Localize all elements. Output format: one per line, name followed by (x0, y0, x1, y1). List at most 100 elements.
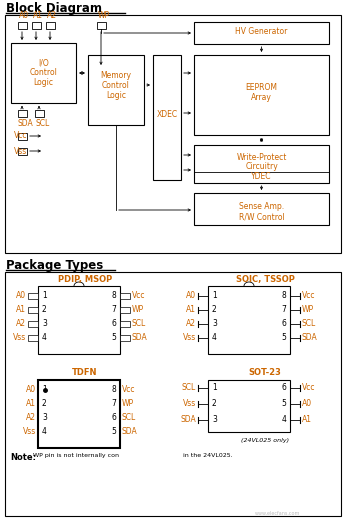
Text: Vcc: Vcc (302, 292, 316, 300)
Text: A1: A1 (302, 415, 312, 424)
Text: in the 24VL025.: in the 24VL025. (183, 453, 233, 458)
Text: Vss: Vss (14, 147, 27, 155)
Bar (5, 15, 341, 253)
Text: Array: Array (251, 93, 272, 102)
Text: 3: 3 (212, 320, 217, 328)
Bar (120, 321, 130, 327)
Text: WP pin is not internally con: WP pin is not internally con (33, 453, 119, 458)
Bar (38, 286, 120, 354)
Text: Vss: Vss (183, 399, 196, 409)
Text: Memory: Memory (100, 71, 131, 80)
Bar (88, 55, 144, 125)
Text: Vcc: Vcc (14, 132, 27, 140)
Text: Vss: Vss (13, 334, 26, 342)
Bar (97, 22, 106, 29)
Text: 8: 8 (281, 292, 286, 300)
Text: A0: A0 (186, 292, 196, 300)
Text: Vss: Vss (23, 427, 36, 437)
Bar (208, 380, 290, 432)
Text: A0: A0 (302, 399, 312, 409)
Text: I/O: I/O (38, 58, 49, 67)
Bar (28, 335, 38, 341)
Text: A0: A0 (16, 292, 26, 300)
Text: Vss: Vss (183, 334, 196, 342)
Text: 6: 6 (281, 320, 286, 328)
Text: 6: 6 (111, 320, 116, 328)
Text: SDA: SDA (132, 334, 148, 342)
Text: YDEC: YDEC (251, 172, 272, 181)
Text: SCL: SCL (182, 383, 196, 393)
Text: 4: 4 (212, 334, 217, 342)
Text: 1: 1 (42, 385, 47, 395)
Text: 5: 5 (281, 334, 286, 342)
Text: Vcc: Vcc (122, 385, 136, 395)
Text: Logic: Logic (34, 78, 54, 87)
Text: A2: A2 (16, 320, 26, 328)
Text: 7: 7 (111, 306, 116, 314)
Bar (18, 22, 27, 29)
Text: SCL: SCL (302, 320, 316, 328)
Bar (28, 321, 38, 327)
Text: SDA: SDA (180, 415, 196, 424)
Text: 2: 2 (42, 306, 47, 314)
Text: A2: A2 (26, 413, 36, 423)
Text: A1: A1 (33, 11, 43, 20)
Text: 3: 3 (212, 415, 217, 424)
Bar (120, 335, 130, 341)
Bar (5, 272, 341, 516)
Text: 3: 3 (42, 413, 47, 423)
Bar (194, 55, 329, 135)
Text: SCL: SCL (35, 119, 49, 128)
Text: 2: 2 (212, 399, 217, 409)
Bar (194, 22, 329, 44)
Text: A0: A0 (19, 11, 29, 20)
Text: SOIC, TSSOP: SOIC, TSSOP (236, 275, 294, 284)
Text: HV Generator: HV Generator (235, 26, 288, 36)
Bar (194, 193, 329, 225)
Text: 5: 5 (281, 399, 286, 409)
Text: A2: A2 (186, 320, 196, 328)
Text: SOT-23: SOT-23 (248, 368, 281, 377)
Text: 6: 6 (281, 383, 286, 393)
Bar (32, 22, 41, 29)
Bar (35, 110, 44, 117)
Text: A1: A1 (186, 306, 196, 314)
Text: 7: 7 (111, 399, 116, 409)
Text: 2: 2 (212, 306, 217, 314)
Text: EEPROM: EEPROM (246, 83, 277, 92)
Text: Vcc: Vcc (132, 292, 146, 300)
Text: Vcc: Vcc (302, 383, 316, 393)
Text: Package Types: Package Types (6, 259, 103, 272)
Text: 4: 4 (42, 427, 47, 437)
Text: Control: Control (29, 68, 57, 77)
Text: SCL: SCL (122, 413, 136, 423)
Bar (18, 133, 27, 140)
Text: 8: 8 (111, 385, 116, 395)
Text: SDA: SDA (18, 119, 34, 128)
Text: Sense Amp.: Sense Amp. (239, 202, 284, 211)
Text: XDEC: XDEC (156, 110, 177, 119)
Text: Write-Protect: Write-Protect (236, 153, 287, 162)
Text: 8: 8 (111, 292, 116, 300)
Bar (153, 55, 181, 180)
Text: 4: 4 (42, 334, 47, 342)
Text: A0: A0 (26, 385, 36, 395)
Bar (11, 43, 76, 103)
Text: 4: 4 (281, 415, 286, 424)
Text: SCL: SCL (132, 320, 146, 328)
Text: 1: 1 (212, 292, 217, 300)
Text: TDFN: TDFN (72, 368, 98, 377)
Text: Note:: Note: (10, 453, 36, 462)
Text: Circuitry: Circuitry (245, 162, 278, 171)
Text: PDIP, MSOP: PDIP, MSOP (58, 275, 112, 284)
Text: 6: 6 (111, 413, 116, 423)
Bar (120, 307, 130, 313)
Text: 1: 1 (212, 383, 217, 393)
Text: Block Diagram: Block Diagram (6, 2, 102, 15)
Text: Control: Control (102, 81, 130, 90)
Bar (18, 110, 27, 117)
Bar (38, 380, 120, 448)
Text: 1: 1 (42, 292, 47, 300)
Text: 3: 3 (42, 320, 47, 328)
Bar (120, 293, 130, 299)
